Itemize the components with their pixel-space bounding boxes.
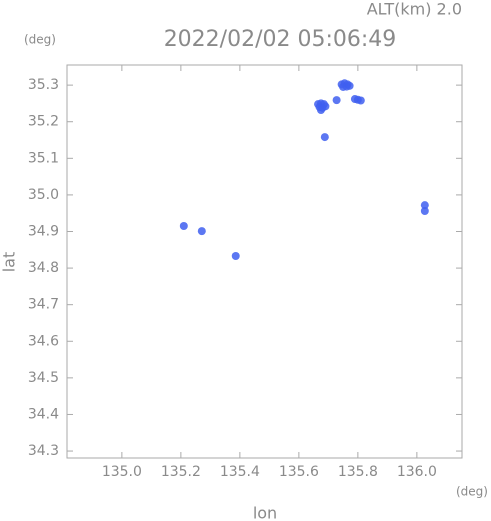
echo-point: [197, 227, 206, 236]
x-tick-label: 135.0: [102, 464, 142, 480]
echo-point: [420, 207, 429, 216]
y-tick-label: 35.2: [28, 114, 59, 130]
echo-point: [420, 201, 429, 210]
y-tick-label: 34.6: [28, 333, 59, 349]
echo-point: [179, 222, 188, 231]
y-tick-label: 34.8: [28, 260, 59, 276]
y-tick-label: 35.0: [28, 187, 59, 203]
chart-subtitle: ALT(km) 2.0: [367, 0, 462, 19]
x-tick-label: 135.8: [338, 464, 378, 480]
plot-frame: [66, 64, 463, 459]
y-tick-label: 34.3: [28, 443, 59, 459]
y-tick-label: 35.1: [28, 150, 59, 166]
y-tick-label: 35.3: [28, 77, 59, 93]
x-tick-label: 135.4: [220, 464, 260, 480]
x-tick-label: 135.2: [161, 464, 201, 480]
y-tick-label: 34.5: [28, 370, 59, 386]
x-axis-label: lon: [253, 504, 277, 521]
x-unit: (deg): [456, 485, 488, 499]
echo-point: [316, 106, 325, 115]
y-tick-label: 34.9: [28, 223, 59, 239]
echo-point: [231, 252, 240, 261]
x-tick-label: 136.0: [397, 464, 437, 480]
x-tick-label: 135.6: [279, 464, 319, 480]
y-tick-label: 34.7: [28, 297, 59, 313]
y-tick-label: 34.4: [28, 406, 59, 422]
echo-point: [320, 133, 329, 142]
y-axis-label: lat: [0, 252, 19, 273]
echo-point: [332, 96, 341, 105]
echo-point: [345, 81, 354, 90]
echo-point: [356, 96, 365, 105]
chart-title: 2022/02/02 05:06:49: [164, 27, 397, 52]
y-unit: (deg): [24, 33, 56, 47]
